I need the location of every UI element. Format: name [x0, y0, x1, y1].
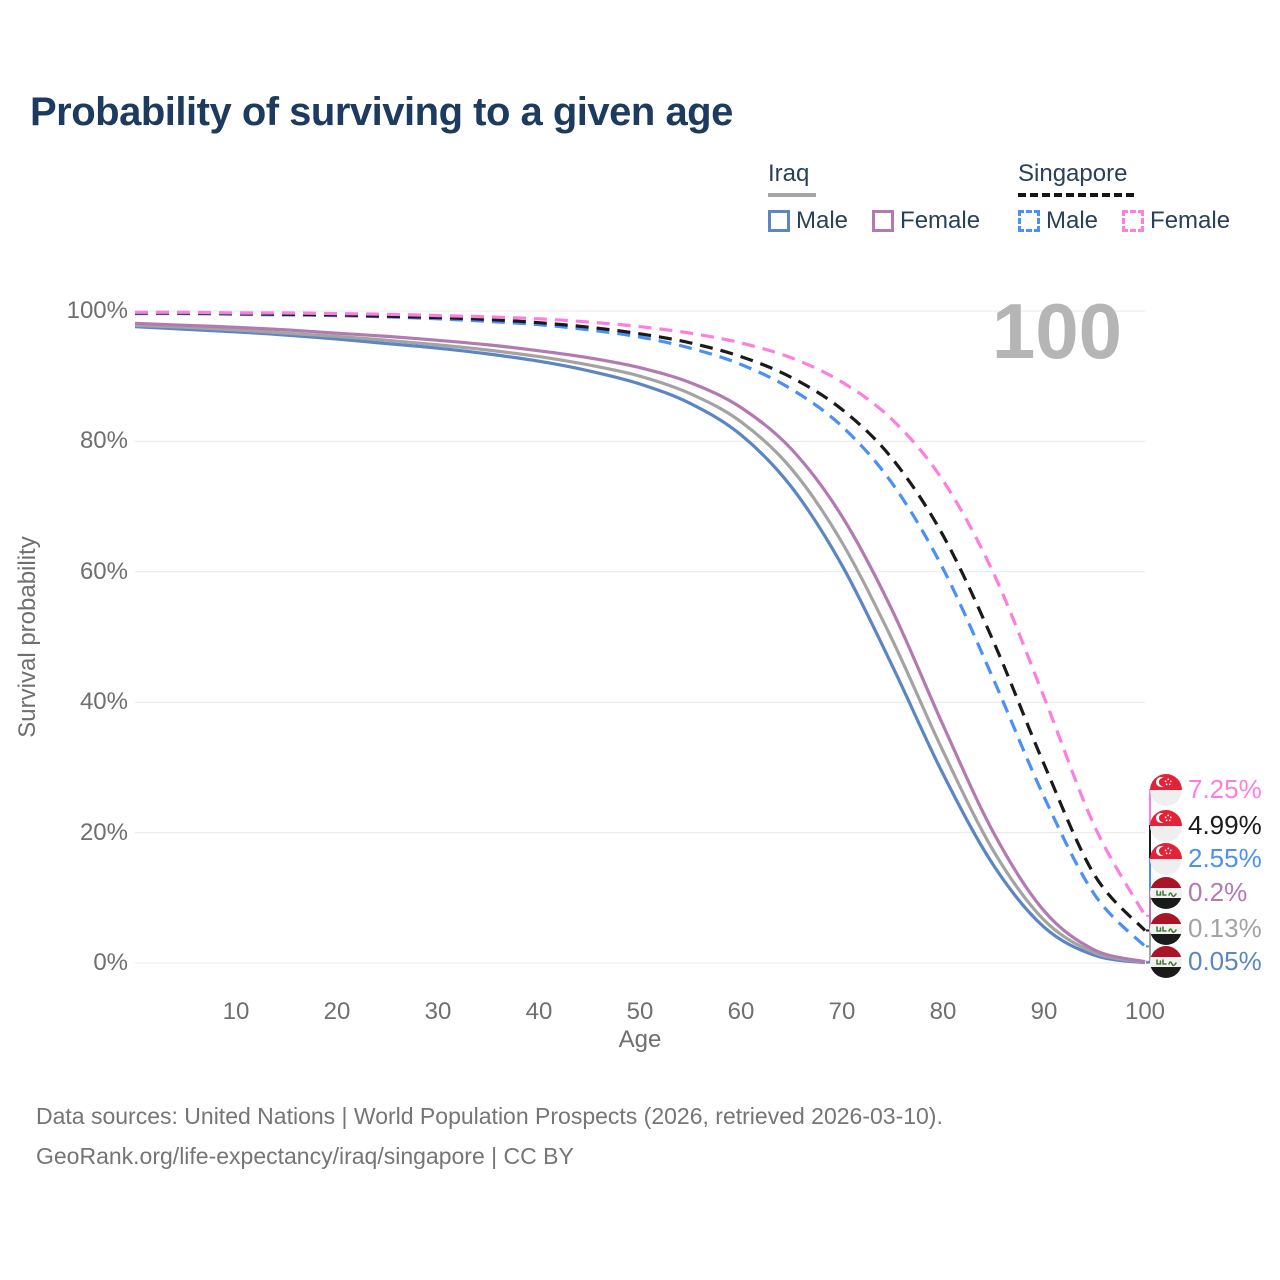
series-line-iraq-female — [134, 321, 1146, 964]
singapore-line-style-underline — [1018, 193, 1134, 197]
legend-group-singapore: Singapore Male Female — [1018, 160, 1230, 235]
end-value-label-singapore: 4.99% — [1188, 810, 1262, 840]
legend-country-singapore: Singapore — [1018, 160, 1128, 187]
y-tick-label: 80% — [79, 427, 128, 455]
legend-item-singapore-female[interactable]: Female — [1122, 207, 1230, 235]
end-value-label-singapore-male: 2.55% — [1188, 843, 1262, 873]
series-line-singapore-male — [134, 311, 1147, 948]
legend-label: Female — [900, 207, 981, 234]
x-tick-label: 70 — [828, 998, 856, 1025]
page-title: Probability of surviving to a given age — [30, 90, 733, 134]
iraq-flag-icon — [1150, 946, 1182, 978]
legend-country-iraq: Iraq — [768, 160, 810, 187]
iraq-flag-icon — [1150, 877, 1182, 909]
iraq-male-swatch-icon — [768, 210, 790, 232]
legend-item-iraq-male[interactable]: Male — [768, 207, 848, 235]
x-tick-label: 10 — [222, 998, 250, 1025]
x-tick-label: 50 — [626, 998, 654, 1025]
x-tick-label: 80 — [929, 998, 957, 1025]
x-tick-label: 30 — [424, 998, 452, 1025]
singapore-male-swatch-icon — [1018, 210, 1040, 232]
end-value-label-iraq-female: 0.2% — [1188, 877, 1248, 907]
iraq-line-style-underline — [768, 193, 816, 197]
x-tick-label: 40 — [525, 998, 553, 1025]
series-line-singapore-female — [134, 310, 1147, 917]
series-line-singapore — [134, 311, 1147, 932]
legend-label: Male — [1046, 207, 1099, 234]
singapore-female-swatch-icon — [1122, 210, 1145, 232]
legend-label: Male — [796, 207, 849, 234]
end-label-flags — [1150, 774, 1182, 978]
y-tick-label: 100% — [66, 297, 128, 324]
end-value-label-iraq-male: 0.05% — [1188, 946, 1262, 976]
y-tick-label: 60% — [79, 557, 128, 585]
gridlines — [135, 310, 1145, 964]
series-line-iraq — [134, 323, 1146, 964]
x-tick-label: 60 — [727, 998, 755, 1025]
singapore-flag-icon — [1150, 774, 1182, 806]
singapore-flag-icon — [1150, 810, 1182, 842]
y-tick-label: 0% — [93, 949, 128, 976]
singapore-flag-icon — [1150, 843, 1182, 875]
x-tick-label: 20 — [323, 998, 351, 1025]
y-tick-label: 20% — [79, 818, 128, 846]
x-axis-title: Age — [618, 1026, 662, 1053]
y-tick-label: 40% — [79, 688, 128, 716]
legend-item-singapore-male[interactable]: Male — [1018, 207, 1098, 235]
series-line-iraq-male — [134, 325, 1146, 965]
iraq-flag-icon — [1150, 913, 1182, 945]
data-sources-line: Data sources: United Nations | World Pop… — [36, 1103, 943, 1129]
x-tick-label: 100 — [1124, 998, 1166, 1025]
source-url-line: GeoRank.org/life-expectancy/iraq/singapo… — [36, 1143, 574, 1169]
end-value-label-iraq: 0.13% — [1188, 913, 1262, 943]
iraq-female-swatch-icon — [872, 210, 895, 232]
end-value-label-singapore-female: 7.25% — [1188, 774, 1262, 804]
footer-attribution: Data sources: United Nations | World Pop… — [36, 1096, 943, 1176]
hover-age-watermark: 100 — [992, 287, 1122, 375]
legend-group-iraq: Iraq Male Female — [768, 160, 980, 235]
legend-item-iraq-female[interactable]: Female — [872, 207, 980, 235]
survival-curves — [134, 310, 1147, 965]
legend-label: Female — [1150, 207, 1231, 234]
x-tick-label: 90 — [1030, 998, 1058, 1025]
